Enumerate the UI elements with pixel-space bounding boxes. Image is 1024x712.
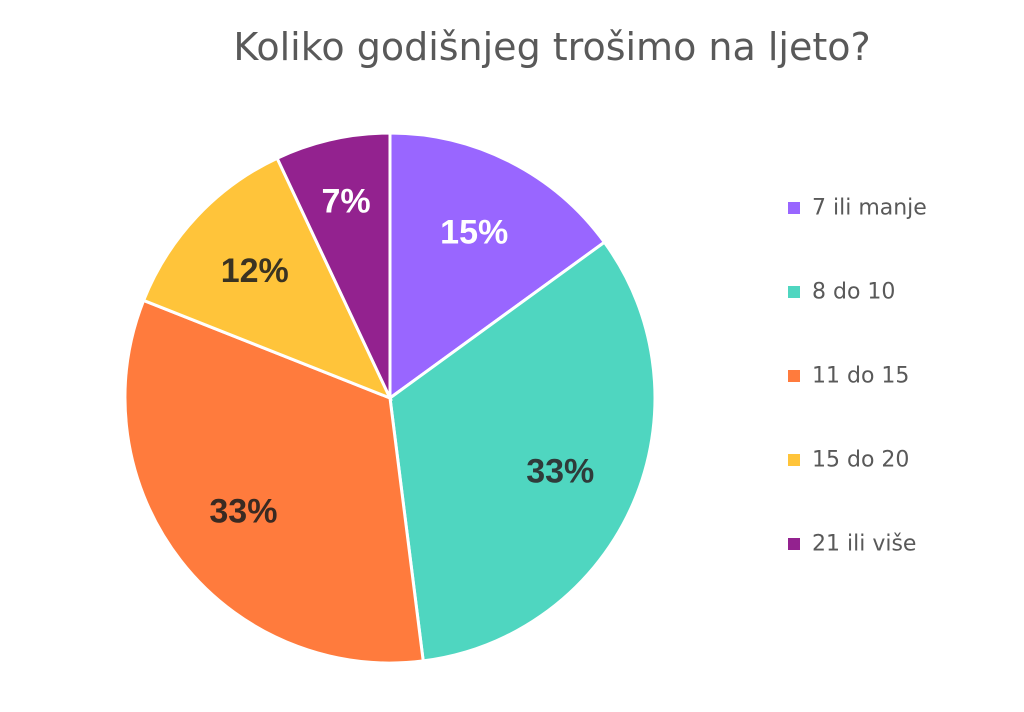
legend-swatch-7-ili-manje bbox=[788, 202, 800, 214]
slice-data-label-21-ili-vise: 7% bbox=[321, 182, 370, 220]
legend-label-8-do-10: 8 do 10 bbox=[812, 280, 895, 305]
pie-slice-15-do-20 bbox=[141, 156, 393, 401]
slice-data-label-7-ili-manje: 15% bbox=[440, 214, 508, 252]
slice-data-label-8-do-10: 33% bbox=[526, 453, 594, 491]
slice-data-label-15-do-20: 12% bbox=[221, 252, 289, 290]
legend-swatch-15-do-20 bbox=[788, 454, 800, 466]
legend-label-11-do-15: 11 do 15 bbox=[812, 364, 909, 389]
legend-label-21-ili-vise: 21 ili više bbox=[812, 532, 916, 557]
pie-slice-11-do-15 bbox=[123, 298, 425, 665]
chart-legend: 7 ili manje 8 do 10 11 do 15 15 do 20 21 ili… bbox=[788, 196, 927, 557]
legend-swatch-8-do-10 bbox=[788, 286, 800, 298]
pie-slice-7-ili-manje bbox=[388, 131, 607, 401]
chart-title: Koliko godišnjeg trošimo na ljeto? bbox=[233, 25, 870, 69]
pie-slice-21-ili-vise bbox=[275, 131, 392, 399]
pie-slice-8-do-10 bbox=[388, 240, 657, 663]
legend-label-15-do-20: 15 do 20 bbox=[812, 448, 909, 473]
legend-label-7-ili-manje: 7 ili manje bbox=[812, 196, 927, 221]
pie-slice-labels: 15% 33% 33% 12% 7% bbox=[209, 182, 594, 530]
legend-swatch-11-do-15 bbox=[788, 370, 800, 382]
slice-data-label-11-do-15: 33% bbox=[209, 493, 277, 531]
legend-swatch-21-ili-vise bbox=[788, 538, 800, 550]
pie-slices bbox=[123, 131, 657, 665]
